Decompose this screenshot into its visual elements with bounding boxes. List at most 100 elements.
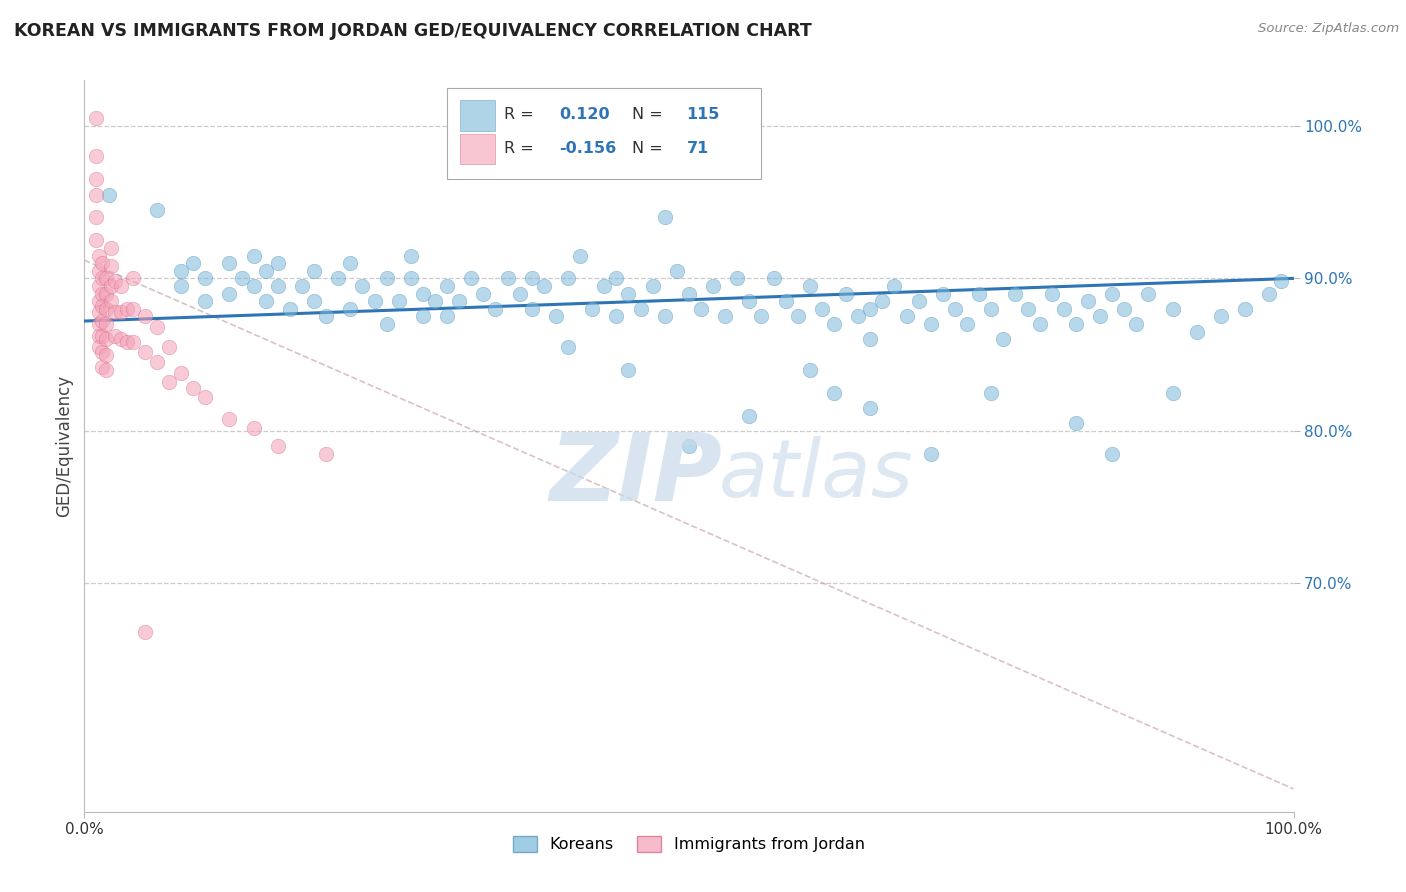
Text: 0.120: 0.120 [560,107,610,122]
Point [484,301,506,316]
Point [194,390,217,404]
Point [1064,416,1087,430]
Point [907,294,929,309]
Point [557,271,579,285]
Point [811,301,834,316]
Point [267,256,290,270]
Point [932,286,955,301]
Point [799,279,821,293]
Point [94,301,117,316]
Text: -0.156: -0.156 [560,141,617,156]
Point [87,329,110,343]
Point [157,375,180,389]
Point [388,294,411,309]
Point [328,271,350,285]
Point [859,332,882,346]
Point [115,301,138,316]
Point [121,271,143,285]
Point [920,447,942,461]
Point [605,310,627,324]
Point [775,294,797,309]
Point [569,248,592,262]
Point [449,294,471,309]
Point [86,112,108,126]
Point [399,271,422,285]
Point [315,447,337,461]
Point [1258,286,1281,301]
Point [581,301,603,316]
Point [375,271,398,285]
Point [87,279,110,293]
Point [520,301,543,316]
Point [751,310,773,324]
Point [91,314,114,328]
Point [496,271,519,285]
Point [94,363,117,377]
Point [91,344,114,359]
Point [267,439,290,453]
Point [100,241,122,255]
Point [87,248,110,262]
Point [1209,310,1232,324]
Point [315,310,337,324]
Point [97,187,120,202]
Point [91,359,114,374]
Point [533,279,555,293]
Point [278,301,301,316]
Point [91,329,114,343]
Point [231,271,253,285]
Point [1077,294,1099,309]
Point [1004,286,1026,301]
Point [1028,317,1050,331]
Point [896,310,918,324]
Point [302,264,325,278]
Point [94,286,117,301]
Point [980,301,1002,316]
Point [665,264,688,278]
Point [544,310,567,324]
Point [412,310,434,324]
Point [1185,325,1208,339]
Point [181,381,204,395]
Point [1040,286,1063,301]
Legend: Koreans, Immigrants from Jordan: Koreans, Immigrants from Jordan [506,830,872,859]
Point [91,299,114,313]
Point [94,317,117,331]
Point [170,366,193,380]
Point [509,286,531,301]
Point [980,385,1002,400]
Point [115,335,138,350]
Point [110,305,132,319]
Point [134,344,156,359]
Point [146,320,169,334]
Point [339,256,361,270]
Text: Source: ZipAtlas.com: Source: ZipAtlas.com [1258,22,1399,36]
Point [87,305,110,319]
Point [799,363,821,377]
Point [1053,301,1076,316]
Point [94,271,117,285]
Point [267,279,290,293]
Point [87,317,110,331]
Point [678,439,700,453]
Text: 115: 115 [686,107,720,122]
Point [943,301,966,316]
Point [170,264,193,278]
Point [134,310,156,324]
Point [110,279,132,293]
Point [218,411,240,425]
Point [617,363,640,377]
Point [146,202,169,217]
Point [181,256,204,270]
Point [823,385,845,400]
Point [678,286,700,301]
Point [1161,301,1184,316]
Point [872,294,894,309]
FancyBboxPatch shape [460,100,495,131]
Point [86,211,108,225]
Point [436,310,458,324]
Point [835,286,858,301]
Text: N =: N = [633,141,662,156]
Text: KOREAN VS IMMIGRANTS FROM JORDAN GED/EQUIVALENCY CORRELATION CHART: KOREAN VS IMMIGRANTS FROM JORDAN GED/EQU… [14,22,811,40]
Point [846,310,869,324]
